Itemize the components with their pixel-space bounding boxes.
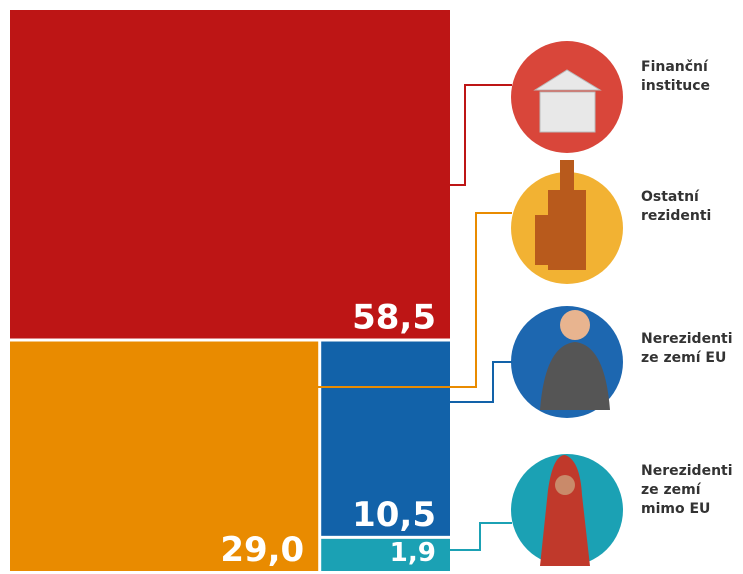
category-label: Nerezidenti ze zemí mimo EU: [641, 462, 739, 519]
category-label: Finanční instituce: [641, 58, 739, 96]
page: 58,529,010,51,9 (() => { const data = JS…: [0, 0, 743, 574]
connector: [450, 362, 512, 402]
tile: [10, 10, 450, 339]
value-label: 10,5: [352, 495, 436, 535]
category-label: Nerezidenti ze zemí EU: [641, 330, 739, 368]
value-label: 58,5: [352, 298, 436, 338]
value-label: 29,0: [220, 530, 304, 570]
category-label: Ostatní rezidenti: [641, 188, 739, 226]
icons: [511, 41, 623, 566]
value-label: 1,9: [390, 538, 436, 568]
connector: [450, 85, 512, 185]
icon-man-head: [560, 310, 590, 340]
icon-woman-face: [555, 475, 575, 495]
connector: [450, 523, 512, 550]
chart: 58,5 29,0 10,51,9: [0, 0, 743, 574]
